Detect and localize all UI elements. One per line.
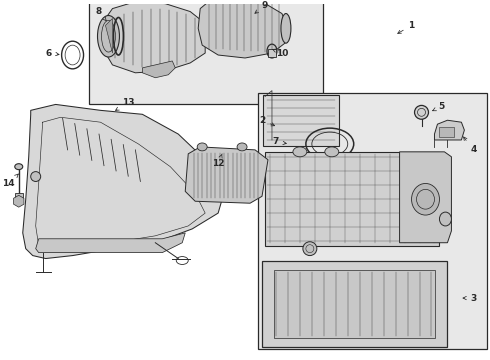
Ellipse shape (303, 242, 317, 256)
Text: 4: 4 (464, 137, 477, 154)
Ellipse shape (31, 172, 41, 181)
Ellipse shape (440, 212, 451, 226)
Text: 3: 3 (463, 293, 476, 302)
Polygon shape (435, 120, 465, 140)
Bar (258, 93, 488, 350)
Bar (89, 0, 323, 104)
Text: 7: 7 (273, 138, 286, 147)
Polygon shape (399, 152, 451, 243)
Polygon shape (23, 104, 222, 258)
Text: 5: 5 (433, 102, 444, 111)
Ellipse shape (281, 14, 291, 43)
Bar (268, 49, 276, 57)
FancyBboxPatch shape (263, 95, 339, 146)
Text: 8: 8 (96, 7, 106, 21)
Ellipse shape (415, 105, 428, 119)
Text: 2: 2 (259, 116, 274, 126)
Polygon shape (185, 147, 268, 203)
Bar (15, 193, 23, 199)
Text: 13: 13 (116, 98, 135, 111)
Polygon shape (36, 233, 185, 253)
Ellipse shape (237, 143, 247, 151)
Ellipse shape (15, 164, 23, 170)
Ellipse shape (293, 147, 307, 157)
Polygon shape (143, 61, 175, 78)
Text: 12: 12 (212, 154, 224, 168)
Text: 6: 6 (46, 49, 59, 58)
Bar (440, 127, 454, 137)
Text: 1: 1 (398, 21, 415, 33)
FancyBboxPatch shape (262, 261, 447, 347)
Ellipse shape (98, 15, 120, 57)
Polygon shape (105, 2, 205, 73)
Polygon shape (198, 0, 288, 58)
Bar (274, 270, 436, 338)
Text: 11: 11 (0, 359, 1, 360)
Ellipse shape (412, 184, 440, 215)
Polygon shape (105, 18, 113, 53)
Ellipse shape (325, 147, 339, 157)
Bar (265, 152, 440, 246)
Text: 9: 9 (255, 1, 268, 13)
Text: 10: 10 (272, 49, 288, 58)
Text: 14: 14 (2, 174, 18, 188)
Ellipse shape (197, 143, 207, 151)
